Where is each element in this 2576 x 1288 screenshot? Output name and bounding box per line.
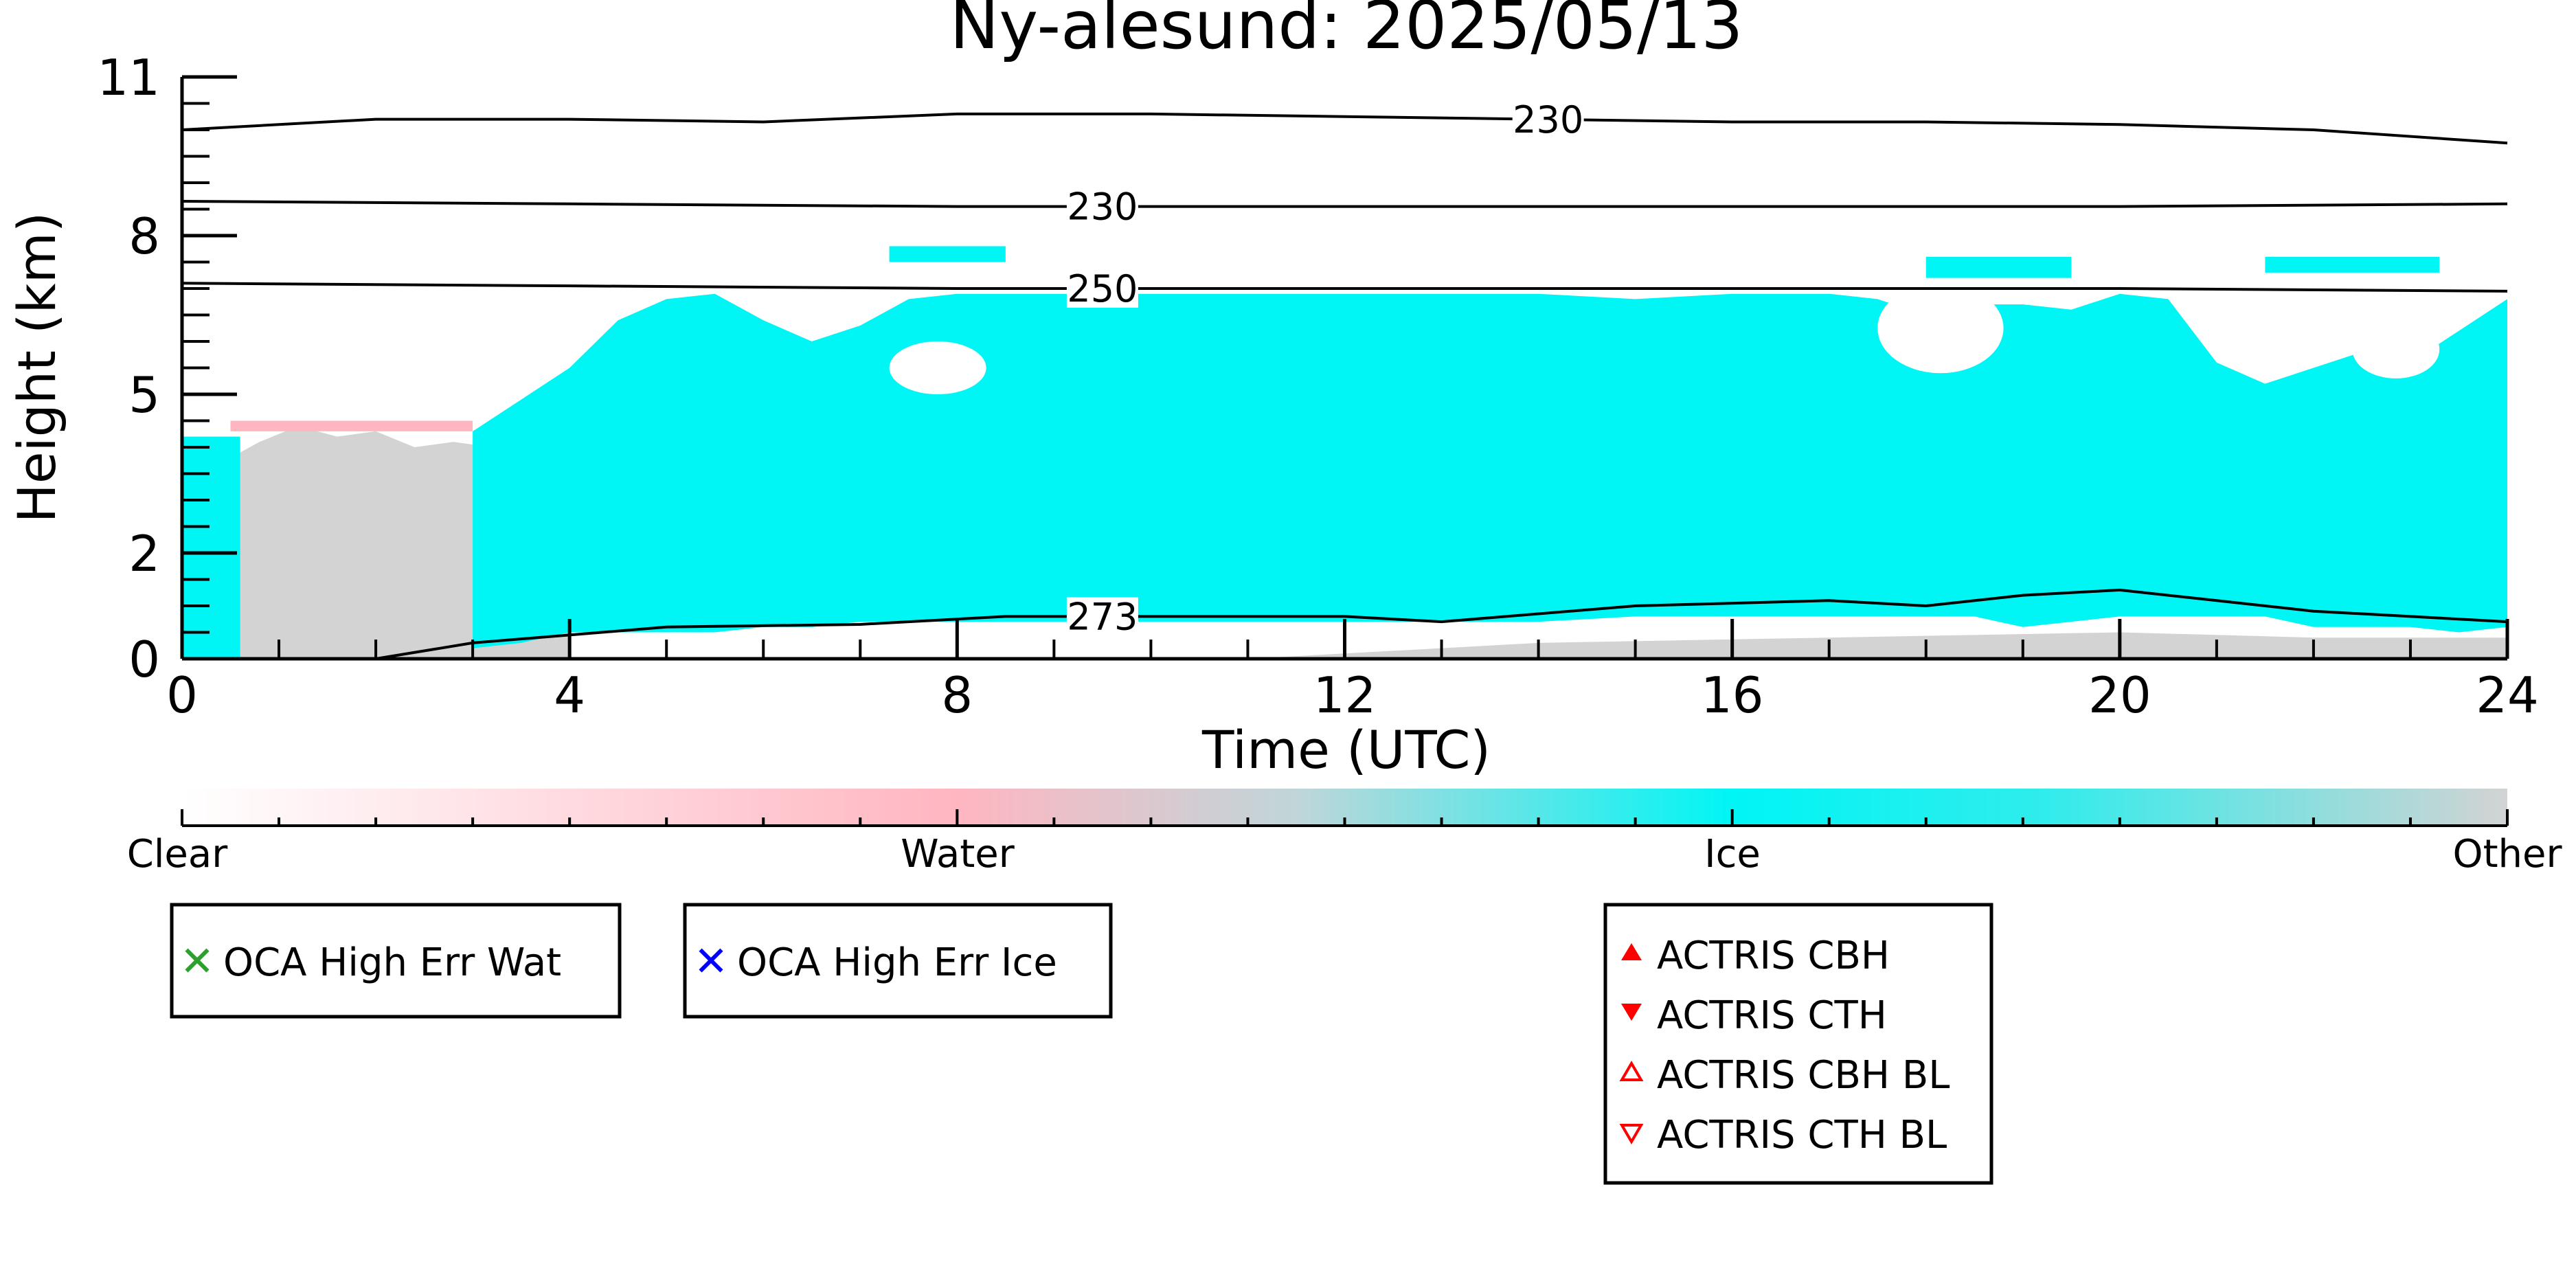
isotherm-label-2: 250 bbox=[1067, 267, 1138, 310]
y-tick-label-2: 5 bbox=[128, 366, 160, 424]
ice-patch-1 bbox=[1925, 256, 2072, 278]
legend-label-actris-cth: ACTRIS CTH bbox=[1657, 993, 1887, 1038]
x-tick-label-5: 20 bbox=[2088, 666, 2151, 724]
ice-patch-2 bbox=[2265, 256, 2440, 273]
x-tick-label-2: 8 bbox=[941, 666, 973, 724]
legend-label-actris-cth-bl: ACTRIS CTH BL bbox=[1657, 1113, 1947, 1157]
chart-title: Ny-alesund: 2025/05/13 bbox=[950, 0, 1743, 64]
x-marker-icon: ✕ bbox=[694, 938, 728, 986]
triangle-down-filled-icon bbox=[1621, 1004, 1642, 1021]
isotherm-line-3 bbox=[375, 588, 2508, 660]
colorbar: Clear Water Ice Other bbox=[127, 789, 2562, 877]
legend-actris: ACTRIS CBH ACTRIS CTH ACTRIS CBH BL ACTR… bbox=[1603, 903, 1993, 1185]
legend-label-actris-cbh-bl: ACTRIS CBH BL bbox=[1657, 1053, 1950, 1098]
clear-hole-0 bbox=[889, 341, 986, 394]
isotherm-label-bg-0 bbox=[1512, 100, 1584, 139]
clear-hole-1 bbox=[1877, 283, 2004, 374]
water-streak bbox=[230, 420, 473, 431]
plot-area: 230 230 250 273 0 4 8 12 16 20 24 0 2 5 8 11 bbox=[97, 49, 2538, 724]
clear-hole-2 bbox=[2352, 320, 2440, 379]
isotherm-lines: 230 230 250 273 bbox=[181, 98, 2508, 660]
isotherm-label-3: 273 bbox=[1067, 595, 1138, 638]
isotherm-label-bg-3 bbox=[1066, 597, 1138, 636]
isotherm-label-1: 230 bbox=[1067, 185, 1138, 229]
colorbar-ticks bbox=[181, 809, 2509, 826]
x-axis-label: Time (UTC) bbox=[1201, 719, 1491, 780]
ice-cloud-area bbox=[473, 293, 2507, 648]
colorbar-label-other: Other bbox=[2452, 832, 2562, 877]
clear-holes bbox=[889, 283, 2440, 394]
isotherm-label-0: 230 bbox=[1513, 98, 1583, 142]
colorbar-label-water: Water bbox=[901, 832, 1015, 877]
y-axis-label: Height (km) bbox=[6, 212, 67, 523]
y-tick-label-0: 0 bbox=[128, 631, 160, 688]
x-tick-label-1: 4 bbox=[554, 666, 585, 724]
y-tick-label-1: 2 bbox=[128, 525, 160, 583]
legend-label-oca-ice: OCA High Err Ice bbox=[737, 940, 1057, 985]
water-class-region bbox=[230, 420, 473, 431]
surface-other-region bbox=[1247, 632, 2507, 659]
y-tick-label-4: 11 bbox=[97, 49, 160, 106]
legend-oca-wat: ✕ OCA High Err Wat bbox=[170, 903, 622, 1019]
colorbar-label-clear: Clear bbox=[127, 832, 228, 877]
isotherm-label-bg-1 bbox=[1066, 187, 1138, 226]
isotherm-line-0 bbox=[181, 112, 2508, 145]
triangle-up-filled-icon bbox=[1621, 943, 1642, 960]
isotherm-line-2 bbox=[181, 282, 2508, 293]
colorbar-label-ice: Ice bbox=[1704, 832, 1761, 877]
legend-oca-ice: ✕ OCA High Err Ice bbox=[683, 903, 1113, 1019]
isotherm-line-1 bbox=[181, 199, 2508, 208]
x-tick-label-4: 16 bbox=[1701, 666, 1764, 724]
isotherm-label-bg-2 bbox=[1066, 269, 1138, 308]
triangle-down-open-icon bbox=[1619, 1124, 1644, 1144]
triangle-up-open-icon bbox=[1619, 1061, 1644, 1081]
x-tick-label-6: 24 bbox=[2476, 666, 2539, 724]
legend-label-oca-wat: OCA High Err Wat bbox=[223, 940, 561, 985]
x-tick-label-3: 12 bbox=[1313, 666, 1377, 724]
x-marker-icon: ✕ bbox=[180, 938, 214, 986]
ice-class-region bbox=[182, 246, 2507, 659]
ice-patch-0 bbox=[889, 246, 1006, 262]
axis-ticks: 0 4 8 12 16 20 24 0 2 5 8 11 bbox=[97, 49, 2538, 724]
legend-label-actris-cbh: ACTRIS CBH bbox=[1657, 934, 1890, 978]
x-tick-label-0: 0 bbox=[166, 666, 198, 724]
surface-other-area bbox=[1247, 632, 2507, 659]
y-tick-label-3: 8 bbox=[128, 207, 160, 265]
ice-patch-3 bbox=[182, 436, 240, 659]
